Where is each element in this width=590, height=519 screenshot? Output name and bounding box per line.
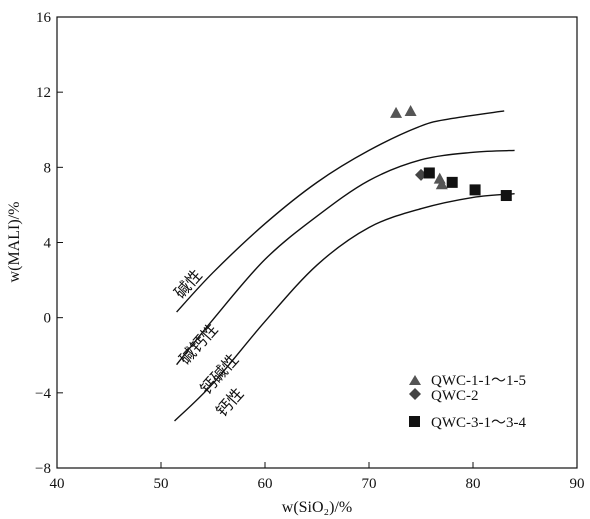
y-tick-label: 12: [36, 85, 51, 101]
triangle-point: [390, 106, 403, 118]
square-point: [423, 167, 435, 179]
legend-label-qwc2: QWC-2: [431, 388, 479, 404]
boundary-line: [174, 192, 515, 422]
field-label: 碱钙性: [176, 321, 222, 369]
boundary-line: [176, 110, 505, 313]
triangle-point: [435, 178, 448, 190]
plot-frame: [56, 16, 578, 469]
data-points: [390, 104, 512, 202]
field-label: 碱性: [171, 266, 206, 302]
square-point: [446, 176, 458, 188]
y-tick-label: 4: [44, 236, 52, 252]
legend-triangle-marker: [409, 375, 421, 385]
x-tick-label: 80: [466, 476, 481, 492]
x-tick-label: 90: [570, 476, 585, 492]
x-tick-label: 40: [50, 476, 65, 492]
x-axis-title: w(SiO₂)/%: [282, 499, 352, 516]
x-tick-label: 50: [154, 476, 169, 492]
boundary-lines: [174, 110, 515, 422]
legend-square-marker: [409, 416, 420, 427]
y-tick-label: 8: [44, 160, 52, 176]
legend: QWC-1-1～1-5 QWC-2 QWC-3-1～3-4: [409, 373, 526, 431]
y-tick-label: −8: [35, 461, 51, 477]
x-tick-label: 60: [258, 476, 273, 492]
legend-diamond-marker: [409, 388, 421, 400]
legend-label-qwc1: QWC-1-1～1-5: [431, 373, 526, 389]
y-tick-label: 0: [44, 311, 52, 327]
boundary-line: [176, 149, 515, 366]
y-tick-label: 16: [36, 10, 52, 26]
square-point: [500, 190, 512, 202]
square-point: [469, 184, 481, 196]
legend-label-qwc3: QWC-3-1～3-4: [431, 415, 526, 431]
triangle-point: [404, 104, 417, 116]
triangle-point: [433, 172, 446, 184]
field-label: 钙性: [213, 385, 248, 421]
y-axis-title: w(MALI)/%: [6, 202, 23, 283]
y-tick-label: −4: [35, 386, 51, 402]
x-tick-label: 70: [362, 476, 377, 492]
